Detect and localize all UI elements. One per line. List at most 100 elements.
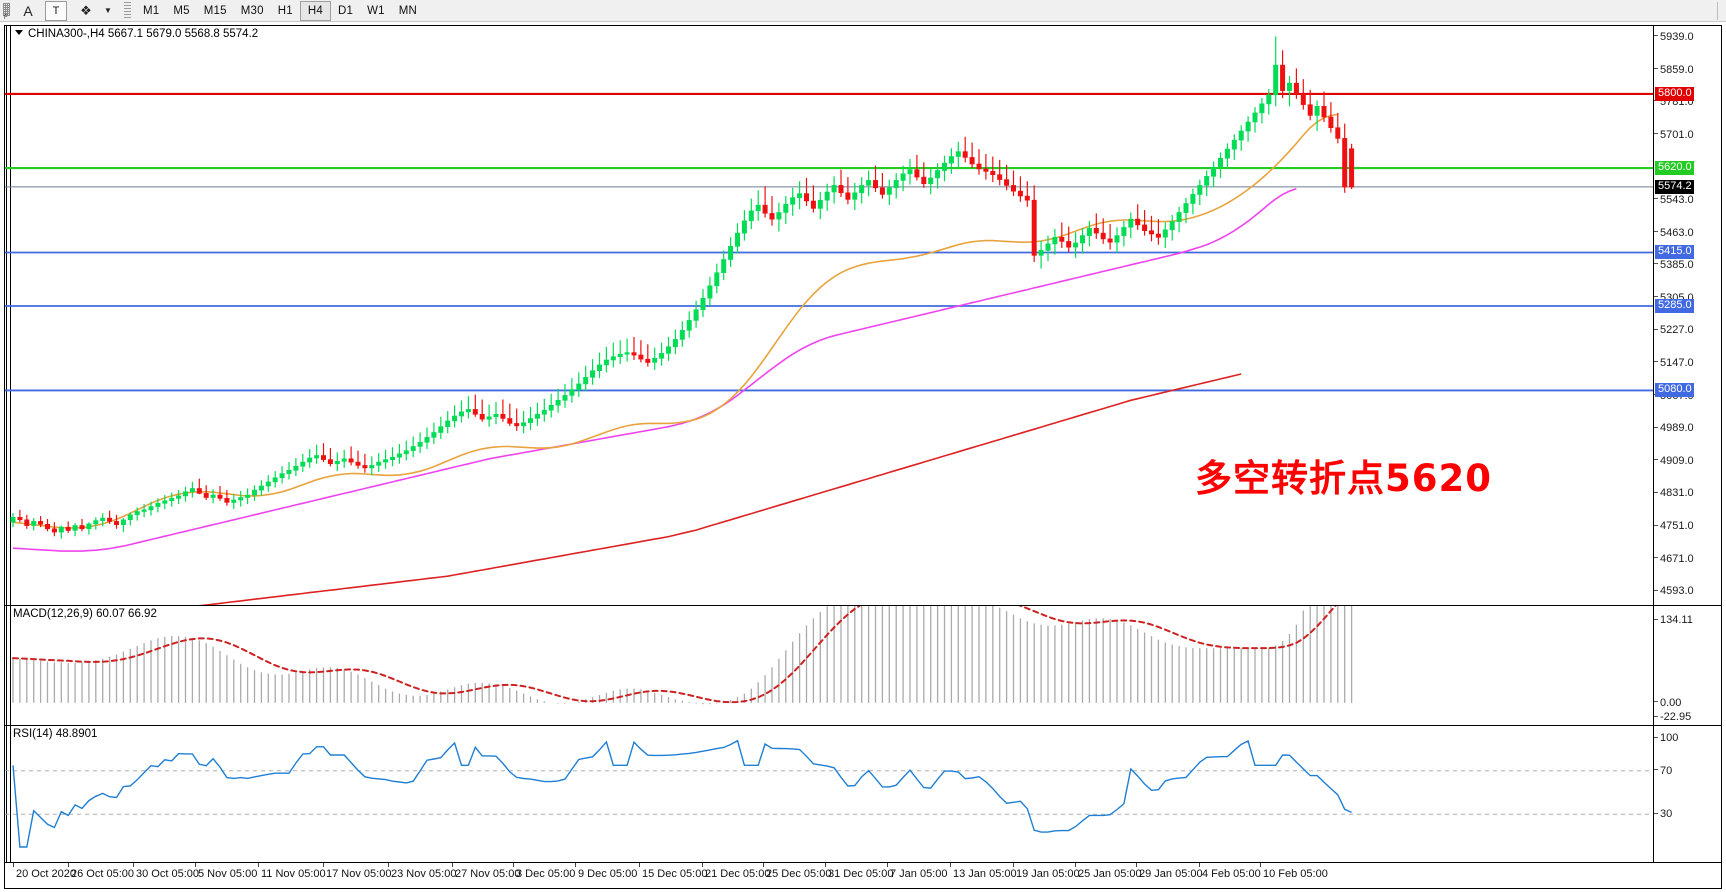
time-tick (575, 863, 576, 867)
price-plot-area[interactable] (5, 26, 1721, 605)
symbol-header-text: CHINA300-,H4 5667.1 5679.0 5568.8 5574.2 (28, 28, 259, 40)
time-axis-label: 29 Jan 05:00 (1139, 868, 1203, 880)
current-price-5574-tag[interactable]: 5574.2 (1655, 179, 1694, 194)
support-5285-tag[interactable]: 5285.0 (1655, 299, 1694, 314)
chart-frame: CHINA300-,H4 5667.1 5679.0 5568.8 5574.2… (4, 25, 1722, 889)
timeframe-m5[interactable]: M5 (173, 4, 190, 17)
time-axis-label: 27 Nov 05:00 (455, 868, 521, 880)
rsi-tick: 100 (1654, 732, 1678, 744)
rsi-tick-label: 30 (1660, 808, 1673, 821)
resistance-5800-tag[interactable]: 5800.0 (1655, 86, 1694, 101)
chevron-down-icon[interactable]: ▼ (104, 6, 112, 15)
objects-tool-icon[interactable]: ❖ (80, 2, 92, 18)
time-tick (702, 863, 703, 867)
support-5415-tag[interactable]: 5415.0 (1655, 245, 1694, 260)
rsi-chart-svg (5, 739, 1655, 848)
timeframe-m1[interactable]: M1 (143, 4, 160, 17)
time-axis-label: 15 Dec 05:00 (642, 868, 708, 880)
time-axis-label: 19 Jan 05:00 (1016, 868, 1080, 880)
price-tick: 5147.0 (1654, 357, 1694, 369)
rsi-plot-area[interactable] (5, 726, 1721, 862)
rsi-panel[interactable]: RSI(14) 48.8901 100 70 30 (5, 726, 1721, 862)
main-toolbar: F A T ❖ ▼ M1 M5 M15 M30 H1 H4 D1 W1 MN (0, 0, 1726, 22)
timeframe-w1[interactable]: W1 (367, 4, 385, 17)
price-tick-label: 4751.0 (1660, 519, 1694, 532)
time-tick (13, 863, 14, 867)
macd-left-rule (5, 606, 12, 725)
symbol-header[interactable]: CHINA300-,H4 5667.1 5679.0 5568.8 5574.2 (15, 28, 258, 40)
price-tick-label: 5543.0 (1660, 193, 1694, 206)
time-tick (452, 863, 453, 867)
price-tick-label: 5147.0 (1660, 356, 1694, 369)
time-axis[interactable]: 20 Oct 2020 26 Oct 05:00 30 Oct 05:00 5 Nov… (5, 862, 1721, 888)
text-label-tool-icon[interactable]: A (23, 2, 33, 19)
time-tick (950, 863, 951, 867)
price-tick: 5859.0 (1654, 64, 1694, 76)
time-tick (1013, 863, 1014, 867)
macd-tick: -22.95 (1654, 711, 1691, 723)
price-tick: 4989.0 (1654, 422, 1694, 434)
price-tick-label: 4831.0 (1660, 486, 1694, 499)
time-axis-label: 4 Feb 05:00 (1202, 868, 1261, 880)
price-tick: 5701.0 (1654, 129, 1694, 141)
time-axis-label: 11 Nov 05:00 (261, 868, 326, 880)
time-axis-label: 13 Jan 05:00 (953, 868, 1017, 880)
price-tick: 4593.0 (1654, 585, 1694, 597)
rsi-scale[interactable]: 100 70 30 (1653, 726, 1721, 862)
price-panel[interactable]: CHINA300-,H4 5667.1 5679.0 5568.8 5574.2… (5, 26, 1721, 606)
price-tick-label: 4671.0 (1660, 552, 1694, 565)
price-tick: 4909.0 (1654, 455, 1694, 467)
grip-label: F (4, 14, 8, 21)
macd-tick-label: 0.00 (1660, 696, 1682, 709)
timeframe-h4[interactable]: H4 (299, 0, 331, 21)
time-axis-label: 25 Jan 05:00 (1078, 868, 1142, 880)
rsi-header: RSI(14) 48.8901 (13, 728, 98, 740)
price-chart-svg (5, 36, 1655, 605)
time-tick (763, 863, 764, 867)
macd-header: MACD(12,26,9) 60.07 66.92 (13, 608, 157, 620)
time-tick (639, 863, 640, 867)
macd-tick-label: -22.95 (1660, 711, 1692, 723)
price-tick: 5543.0 (1654, 194, 1694, 206)
price-tick-label: 5227.0 (1660, 323, 1694, 336)
time-tick (513, 863, 514, 867)
timeframe-button-group: M1 M5 M15 M30 H1 H4 D1 W1 MN (136, 0, 424, 21)
price-tick: 5463.0 (1654, 227, 1694, 239)
pivot-5620-tag[interactable]: 5620.0 (1655, 161, 1694, 176)
macd-scale[interactable]: 134.11 0.00 -22.95 (1653, 606, 1721, 725)
time-axis-label: 9 Dec 05:00 (578, 868, 638, 880)
time-tick (323, 863, 324, 867)
macd-plot-area[interactable] (5, 606, 1721, 725)
timeframe-d1[interactable]: D1 (337, 4, 354, 17)
timeframe-m30[interactable]: M30 (240, 4, 264, 17)
timeframe-toolbar-grip-icon[interactable] (124, 2, 131, 19)
timeframe-m15[interactable]: M15 (203, 4, 227, 17)
text-box-tool-icon[interactable]: T (45, 0, 67, 21)
time-axis-label: 20 Oct 2020 (16, 868, 76, 880)
time-axis-label: 30 Oct 05:00 (136, 868, 199, 880)
timeframe-h1[interactable]: H1 (277, 4, 293, 17)
price-tick: 4671.0 (1654, 553, 1694, 565)
time-tick (887, 863, 888, 867)
time-tick (68, 863, 69, 867)
timeframe-mn[interactable]: MN (398, 4, 418, 17)
panel-left-rule (5, 26, 12, 605)
chart-menu-caret-icon[interactable] (15, 30, 23, 36)
rsi-left-rule (5, 726, 12, 862)
time-axis-label: 23 Nov 05:00 (391, 868, 457, 880)
grid-toolbar-grip-icon[interactable]: F (2, 2, 11, 21)
price-tick: 4831.0 (1654, 487, 1694, 499)
rsi-tick-label: 100 (1660, 732, 1679, 744)
macd-tick: 134.11 (1654, 614, 1693, 626)
macd-tick: 0.00 (1654, 697, 1681, 709)
rsi-tick: 30 (1654, 808, 1672, 820)
time-tick (258, 863, 259, 867)
time-axis-label: 17 Nov 05:00 (326, 868, 392, 880)
price-tick-label: 4909.0 (1660, 454, 1694, 467)
time-tick (1260, 863, 1261, 867)
price-scale[interactable]: 5939.0 5859.0 5781.0 5701.0 5543.0 5463.0 5385… (1653, 26, 1721, 605)
price-tick-label: 5385.0 (1660, 258, 1694, 271)
support-5080-tag[interactable]: 5080.0 (1655, 383, 1694, 398)
macd-panel[interactable]: MACD(12,26,9) 60.07 66.92 134.11 0.00 -22.… (5, 606, 1721, 726)
